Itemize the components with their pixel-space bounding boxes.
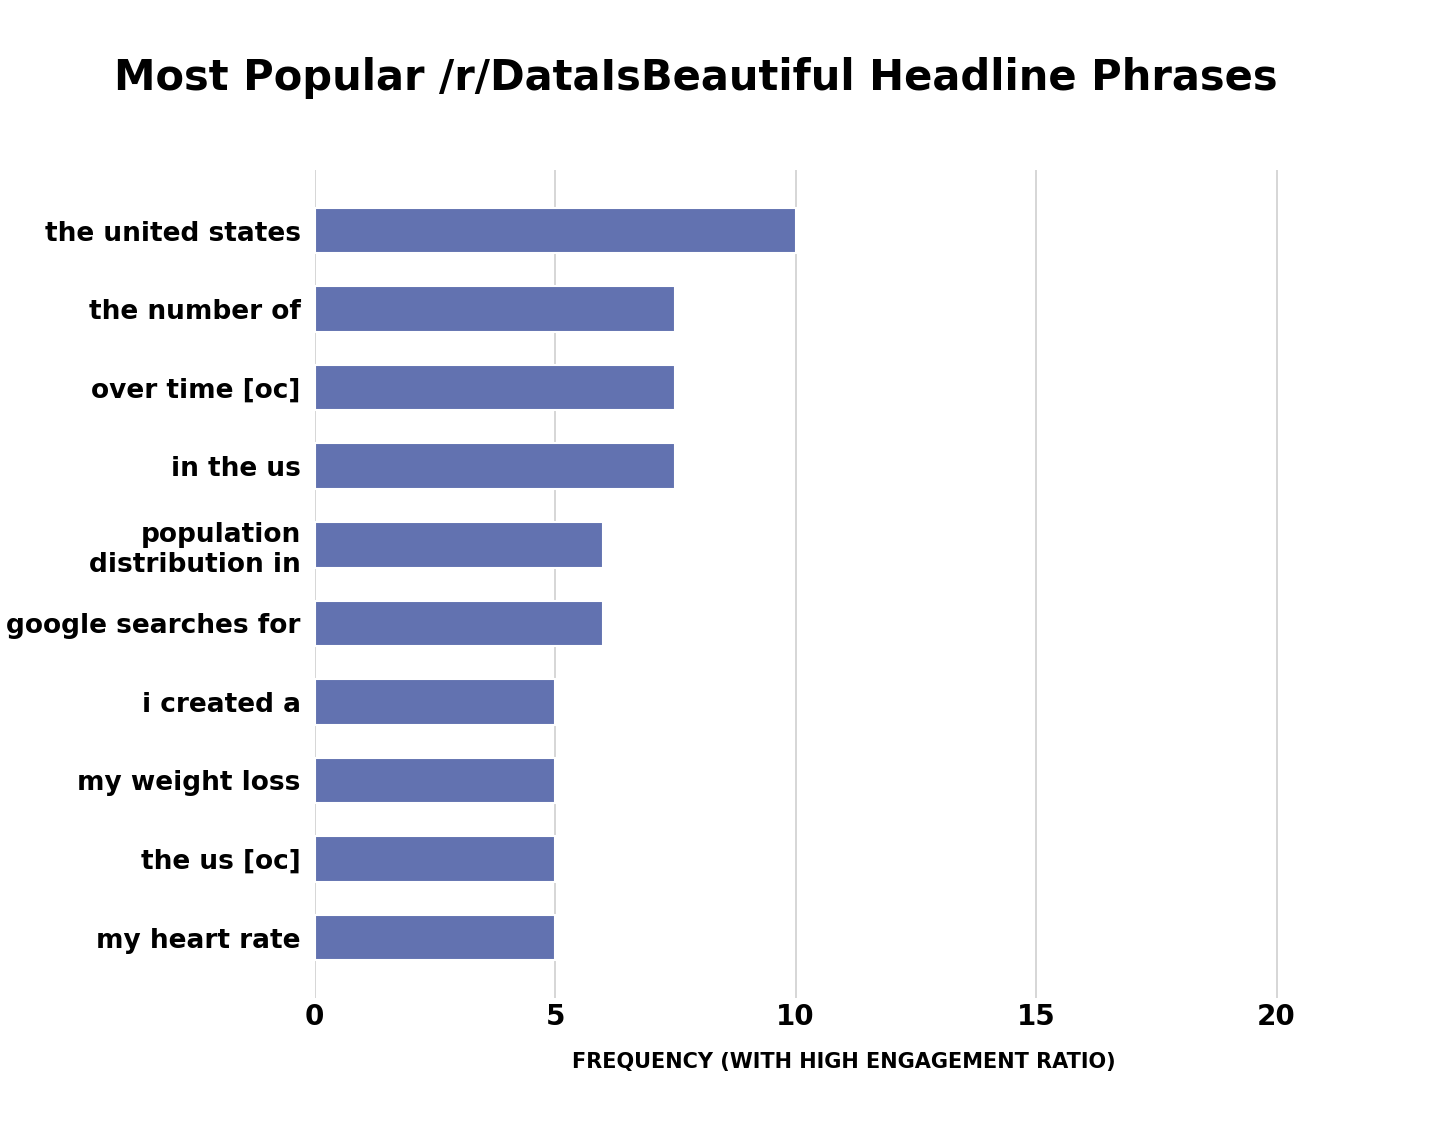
Bar (315, 365, 675, 411)
Bar (315, 836, 555, 882)
Bar (315, 915, 555, 960)
Text: Most Popular /r/DataIsBeautiful Headline Phrases: Most Popular /r/DataIsBeautiful Headline… (114, 57, 1278, 99)
X-axis label: FREQUENCY (WITH HIGH ENGAGEMENT RATIO): FREQUENCY (WITH HIGH ENGAGEMENT RATIO) (572, 1051, 1115, 1072)
Bar (315, 443, 675, 489)
Bar (315, 286, 675, 332)
Bar (315, 208, 795, 253)
Bar (315, 679, 555, 725)
Bar (315, 758, 555, 803)
Bar (315, 522, 603, 567)
Bar (315, 601, 603, 646)
